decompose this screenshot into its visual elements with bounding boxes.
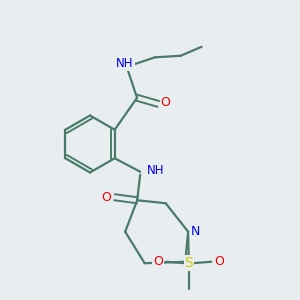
Text: O: O: [160, 96, 170, 109]
Text: N: N: [191, 225, 200, 238]
Text: NH: NH: [116, 57, 134, 70]
Text: S: S: [184, 256, 193, 270]
Text: O: O: [101, 191, 111, 204]
Text: O: O: [215, 255, 225, 268]
Text: NH: NH: [147, 164, 164, 177]
Text: O: O: [153, 255, 163, 268]
